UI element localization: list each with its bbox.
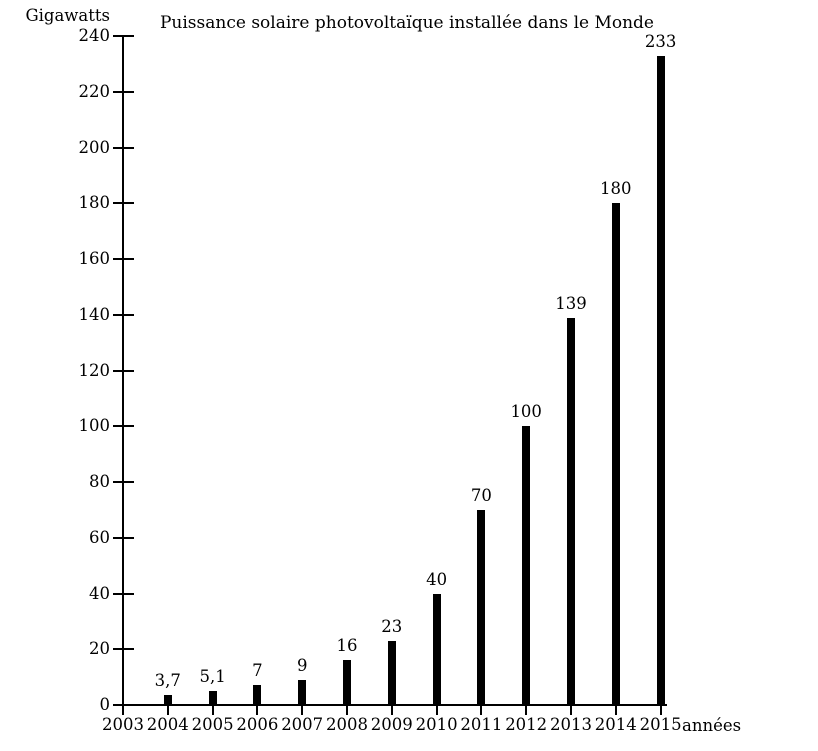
x-axis-title: années xyxy=(682,716,742,735)
chart-title: Puissance solaire photovoltaïque install… xyxy=(159,13,654,33)
x-tick xyxy=(301,706,304,716)
y-tick xyxy=(112,648,134,651)
x-tick-label: 2010 xyxy=(415,715,458,734)
y-tick xyxy=(112,369,134,372)
bar-value-label: 100 xyxy=(510,402,542,422)
y-tick xyxy=(112,146,134,149)
bar-value-label: 233 xyxy=(644,31,677,51)
y-tick xyxy=(112,704,134,706)
y-tick-label: 0 xyxy=(99,695,111,714)
y-tick xyxy=(112,258,134,260)
x-tick-label: 2015 xyxy=(639,715,682,734)
y-tick-label: 220 xyxy=(78,81,111,101)
x-tick xyxy=(256,706,259,716)
x-tick-label: 2004 xyxy=(146,715,189,734)
bar xyxy=(387,640,396,705)
y-tick xyxy=(112,313,134,316)
x-tick-label: 2011 xyxy=(460,715,503,734)
bar xyxy=(253,685,262,705)
x-tick xyxy=(166,706,169,716)
bar-value-label: 16 xyxy=(336,636,358,656)
bar-value-label: 9 xyxy=(296,655,308,675)
y-tick-label: 140 xyxy=(78,304,111,324)
x-tick xyxy=(390,706,393,716)
bar-value-label: 180 xyxy=(600,179,632,199)
x-tick-label: 2008 xyxy=(326,715,368,734)
bar-value-label: 23 xyxy=(381,616,403,636)
y-tick-label: 200 xyxy=(78,137,111,157)
x-tick xyxy=(122,706,124,716)
y-tick-label: 160 xyxy=(78,249,111,268)
x-tick xyxy=(435,706,438,716)
x-tick-label: 2009 xyxy=(370,715,413,734)
y-tick xyxy=(112,592,134,595)
bar xyxy=(163,694,172,705)
y-tick-label: 80 xyxy=(89,472,110,491)
y-tick-label: 120 xyxy=(78,360,111,380)
y-tick xyxy=(112,35,134,37)
y-tick xyxy=(112,425,134,428)
bar xyxy=(611,203,620,705)
x-tick-label: 2003 xyxy=(102,715,144,734)
x-tick xyxy=(659,706,662,716)
y-tick-label: 20 xyxy=(89,639,110,659)
x-tick-label: 2006 xyxy=(236,715,279,734)
x-tick xyxy=(346,706,348,716)
y-tick-label: 240 xyxy=(78,26,111,45)
bar-value-label: 70 xyxy=(470,485,492,505)
bar xyxy=(208,690,217,705)
bar xyxy=(522,426,531,705)
x-tick-label: 2014 xyxy=(594,715,637,734)
x-tick-label: 2005 xyxy=(191,715,234,734)
x-tick xyxy=(570,706,572,716)
x-tick xyxy=(614,706,617,716)
bar xyxy=(298,679,307,705)
y-tick-label: 60 xyxy=(89,527,110,547)
y-tick-label: 180 xyxy=(78,193,111,213)
y-axis-title: Gigawatts xyxy=(25,6,110,25)
y-tick xyxy=(112,481,134,483)
bar-value-label: 5,1 xyxy=(199,666,226,686)
bar xyxy=(477,509,486,705)
bar xyxy=(567,317,575,705)
x-tick xyxy=(480,706,483,716)
bar-value-label: 139 xyxy=(555,293,587,313)
bar xyxy=(343,660,351,705)
bar-value-label: 3,7 xyxy=(154,670,181,690)
x-tick xyxy=(525,706,528,716)
bar xyxy=(432,593,441,705)
x-tick-label: 2013 xyxy=(550,715,592,734)
x-tick-label: 2007 xyxy=(281,715,324,734)
x-axis xyxy=(121,703,667,707)
x-tick-label: 2012 xyxy=(505,715,548,734)
y-tick xyxy=(112,536,134,539)
y-tick-label: 100 xyxy=(78,416,111,436)
y-tick xyxy=(112,202,134,205)
y-tick xyxy=(112,90,134,93)
y-tick-label: 40 xyxy=(89,583,110,603)
bar-value-label: 40 xyxy=(426,569,448,589)
bar xyxy=(656,55,665,705)
x-tick xyxy=(211,706,214,716)
bar-value-label: 7 xyxy=(252,661,263,681)
